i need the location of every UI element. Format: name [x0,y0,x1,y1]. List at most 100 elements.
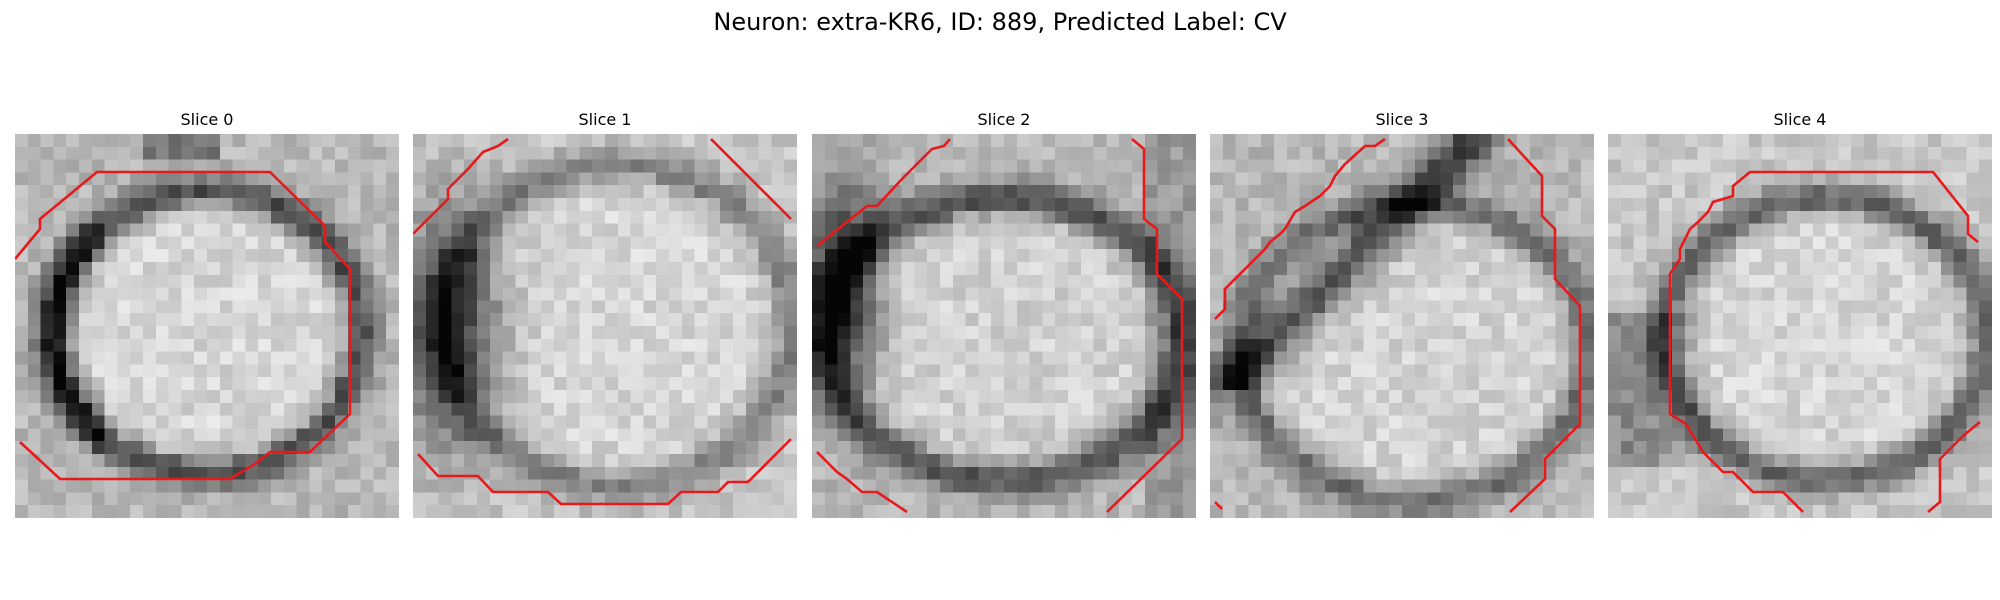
image-pixel [888,390,902,404]
image-pixel [309,326,323,340]
image-pixel [438,479,452,493]
image-pixel [66,249,80,263]
image-pixel [1466,492,1480,506]
image-pixel [1144,159,1158,173]
image-pixel [1812,146,1826,160]
image-pixel [1350,262,1364,276]
image-pixel [771,466,785,480]
image-pixel [669,185,683,199]
image-pixel [553,172,567,186]
image-pixel [1542,262,1556,276]
image-pixel [464,377,478,391]
image-pixel [194,492,208,506]
image-pixel [1517,454,1531,468]
image-pixel [720,326,734,340]
image-pixel [1080,441,1094,455]
image-pixel [245,326,259,340]
image-pixel [1338,428,1352,442]
image-pixel [1672,274,1686,288]
image-pixel [1055,198,1069,212]
image-pixel [271,415,285,429]
image-pixel [1029,479,1043,493]
image-pixel [1928,185,1942,199]
image-pixel [1029,185,1043,199]
image-pixel [143,172,157,186]
image-pixel [515,454,529,468]
image-pixel [745,492,759,506]
image-pixel [1838,159,1852,173]
image-pixel [1029,326,1043,340]
image-pixel [720,287,734,301]
image-pixel [681,402,695,416]
image-pixel [605,146,619,160]
image-pixel [1119,262,1133,276]
image-pixel [15,223,29,237]
image-pixel [271,262,285,276]
image-pixel [1170,454,1184,468]
image-pixel [258,146,272,160]
image-pixel [283,172,297,186]
image-pixel [283,249,297,263]
image-pixel [553,505,567,518]
image-pixel [1581,274,1594,288]
image-pixel [1542,313,1556,327]
image-pixel [79,466,93,480]
image-pixel [863,364,877,378]
image-pixel [335,313,349,327]
image-pixel [1953,172,1967,186]
image-pixel [1080,351,1094,365]
image-pixel [143,274,157,288]
image-pixel [1350,428,1364,442]
image-pixel [1581,415,1594,429]
image-pixel [1710,249,1724,263]
image-pixel [888,338,902,352]
image-pixel [1414,300,1428,314]
image-pixel [104,351,118,365]
image-pixel [322,364,336,378]
image-pixel [309,159,323,173]
image-pixel [27,402,41,416]
image-pixel [1427,415,1441,429]
image-pixel [1376,249,1390,263]
image-pixel [669,223,683,237]
image-pixel [168,287,182,301]
image-pixel [1210,454,1224,468]
image-pixel [1568,262,1582,276]
image-pixel [168,262,182,276]
image-pixel [1504,377,1518,391]
image-pixel [681,185,695,199]
image-pixel [1684,364,1698,378]
image-pixel [771,326,785,340]
image-pixel [1183,236,1196,250]
image-pixel [1646,300,1660,314]
image-pixel [720,390,734,404]
image-pixel [1235,428,1249,442]
image-pixel [360,185,374,199]
image-pixel [991,262,1005,276]
image-pixel [219,172,233,186]
image-pixel [1940,326,1954,340]
image-pixel [413,134,427,148]
image-pixel [386,466,399,480]
image-pixel [15,364,29,378]
image-pixel [1902,300,1916,314]
image-pixel [952,262,966,276]
image-pixel [515,351,529,365]
image-pixel [1170,262,1184,276]
image-pixel [888,223,902,237]
image-pixel [1004,402,1018,416]
image-pixel [143,236,157,250]
image-pixel [1261,146,1275,160]
image-pixel [1876,492,1890,506]
image-pixel [283,287,297,301]
image-pixel [373,505,387,518]
image-pixel [566,210,580,224]
image-pixel [66,313,80,327]
image-pixel [1029,415,1043,429]
image-pixel [694,198,708,212]
image-pixel [296,377,310,391]
image-pixel [1029,377,1043,391]
image-pixel [489,326,503,340]
image-pixel [1787,198,1801,212]
image-pixel [528,262,542,276]
